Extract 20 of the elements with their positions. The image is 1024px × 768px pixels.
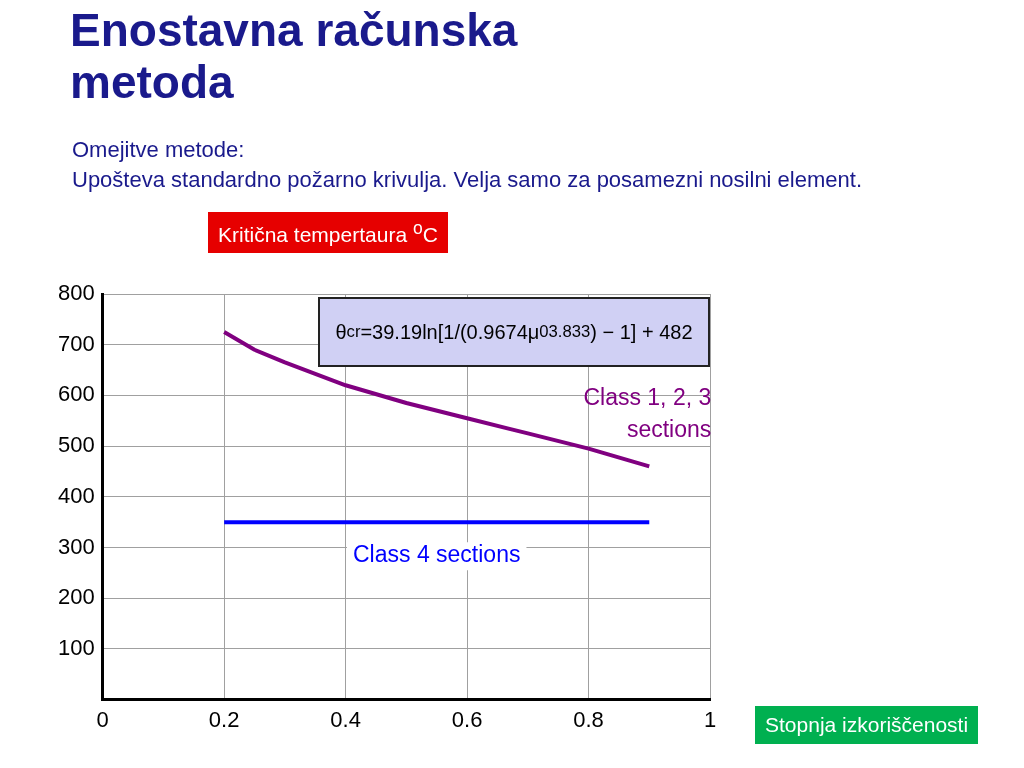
x-tick-label: 0.2: [208, 706, 240, 732]
y-tick-label: 100: [57, 634, 95, 660]
y-tick-label: 300: [57, 533, 95, 559]
x-tick-label: 0.4: [330, 706, 361, 732]
chart-title: Enostavna računska metoda: [70, 4, 519, 108]
y-tick-label: 600: [57, 381, 95, 407]
x-tick-label: 0.8: [573, 706, 604, 732]
y-tick-label: 700: [57, 330, 95, 356]
chart-subtitle: Omejitve metode: Upošteva standardno požarno krivulja. Velja samo za posamezni nosilni element.: [72, 136, 862, 194]
series-label: Class 1, 2, 3 sections: [583, 383, 712, 442]
series-label: Class 4 sections: [352, 541, 521, 568]
x-tick-label: 0.6: [451, 706, 483, 732]
y-tick-label: 800: [57, 280, 95, 306]
y-tick-label: 200: [57, 584, 95, 610]
y-axis-title: Kritična tempertaura $^{o}$C: [208, 212, 448, 253]
y-tick-label: 500: [57, 432, 95, 458]
x-tick-label: 1: [703, 706, 717, 732]
x-axis-title: Stopnja izkoriščenosti: [755, 706, 979, 744]
x-tick-label: 0: [96, 706, 109, 732]
y-tick-label: 400: [57, 482, 95, 508]
